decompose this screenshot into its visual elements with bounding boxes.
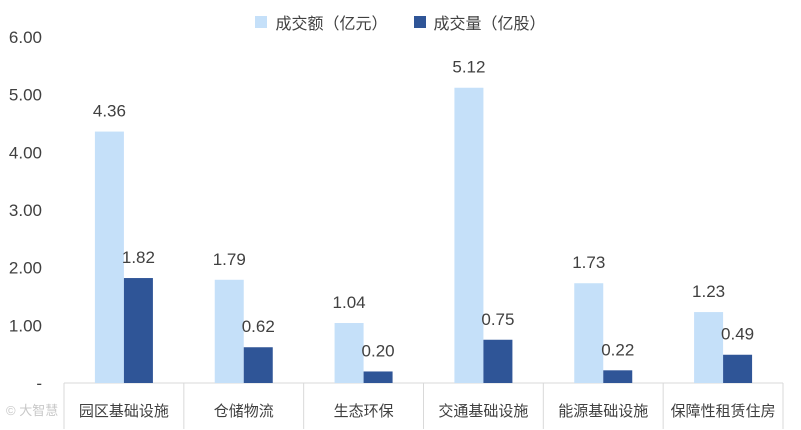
- bar-volume: [123, 278, 153, 383]
- bar-volume: [363, 371, 393, 383]
- y-tick-label: -: [36, 374, 42, 393]
- bar-volume: [723, 354, 753, 383]
- legend-label-amount: 成交额（亿元）: [275, 16, 388, 33]
- bar-amount: [94, 131, 124, 383]
- y-tick-label: 5.00: [9, 86, 42, 105]
- category-label: 能源基础设施: [558, 403, 648, 420]
- data-label: 0.75: [481, 310, 514, 329]
- watermark-text: 大智慧: [19, 403, 59, 418]
- bar-amount: [214, 279, 244, 383]
- data-label: 1.23: [692, 282, 725, 301]
- bar-amount: [334, 323, 364, 383]
- bar-amount: [694, 312, 724, 383]
- watermark: © 大智慧: [6, 400, 58, 419]
- legend-swatch-volume: [413, 16, 426, 28]
- data-label: 1.04: [333, 293, 366, 312]
- bar-amount: [454, 87, 484, 383]
- legend: 成交额（亿元） 成交量（亿股）: [0, 10, 801, 34]
- data-label: 1.79: [213, 250, 246, 269]
- legend-item-amount: 成交额（亿元）: [255, 10, 388, 34]
- watermark-icon: ©: [6, 403, 16, 418]
- category-label: 交通基础设施: [438, 402, 528, 420]
- data-label: 0.62: [242, 317, 275, 336]
- y-tick-label: 2.00: [9, 259, 42, 278]
- data-label: 1.73: [572, 253, 605, 272]
- category-label: 园区基础设施: [79, 403, 169, 420]
- legend-label-volume: 成交量（亿股）: [433, 16, 546, 33]
- category-label: 生态环保: [334, 403, 394, 420]
- bar-amount: [574, 283, 604, 383]
- data-label: 5.12: [452, 58, 485, 77]
- legend-item-volume: 成交量（亿股）: [413, 10, 546, 34]
- data-label: 0.20: [362, 341, 395, 360]
- y-tick-label: 6.00: [9, 28, 42, 47]
- y-tick-label: 1.00: [9, 316, 42, 335]
- category-label: 保障性租赁住房: [671, 402, 776, 420]
- bar-volume: [483, 339, 513, 383]
- data-label: 1.82: [122, 248, 155, 267]
- category-label: 仓储物流: [214, 403, 274, 420]
- data-label: 4.36: [93, 102, 126, 121]
- bar-volume: [603, 370, 633, 383]
- y-tick-label: 3.00: [9, 201, 42, 220]
- legend-swatch-amount: [255, 16, 268, 28]
- bar-volume: [243, 347, 273, 383]
- y-tick-label: 4.00: [9, 143, 42, 162]
- data-label: 0.49: [721, 325, 754, 344]
- data-label: 0.22: [601, 340, 634, 359]
